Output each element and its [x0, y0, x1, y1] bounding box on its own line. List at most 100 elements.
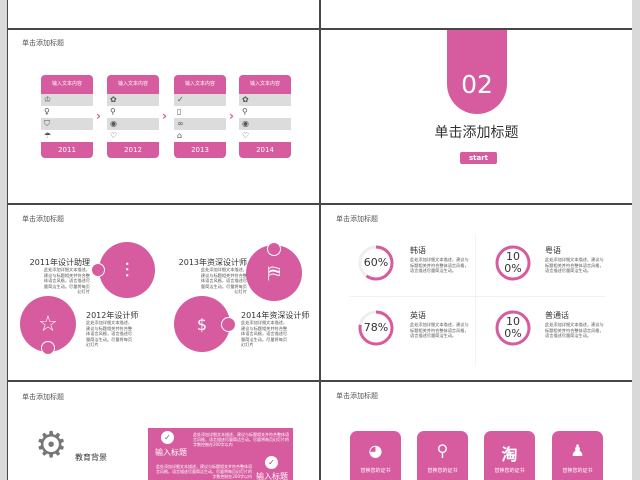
slide-title: 单击添加标题: [336, 215, 378, 223]
career-title: 2011年设计助理: [29, 258, 90, 267]
language-label: 英语: [410, 311, 426, 320]
slide-certificates[interactable]: 单击添加标题 ◕ 替换您的证书 ⚲ 替换您的证书 淘 替换您的证书 ♟ 替换您的…: [321, 382, 632, 480]
career-title: 2013年资深设计师: [178, 258, 247, 267]
slide-title: 单击添加标题: [336, 392, 378, 400]
card-row: ♔: [41, 94, 93, 106]
check-icon: ✓: [161, 431, 174, 444]
certificate-card[interactable]: 淘 替换您的证书: [484, 431, 535, 480]
education-item-title: 输入标题: [155, 448, 187, 457]
qq-icon: ♟: [570, 441, 585, 460]
umbrella-icon: ☂: [44, 131, 52, 140]
slide-career[interactable]: 单击添加标题 ⫶ 2011年设计助理 此处添加详细文本描述，建议与标题相关并符合…: [8, 205, 319, 380]
language-desc: 此处添加详细文本描述，建议与标题相关并符合整体语言风格，语言描述尽量简洁生动。: [410, 322, 469, 338]
card-row: ▯: [174, 106, 226, 118]
certificate-card[interactable]: ♟ 替换您的证书: [552, 431, 603, 480]
bulb-icon: ♀: [44, 107, 50, 116]
card-row: ∞: [174, 118, 226, 130]
card-year: 2012: [107, 142, 159, 158]
palette-icon: ✿: [242, 95, 249, 104]
heart-icon: ♡: [110, 131, 118, 140]
education-heading: 教育背景: [75, 453, 107, 462]
percent-text: 60%: [363, 256, 389, 269]
link-icon: ∞: [177, 119, 184, 128]
card-row: ♀: [41, 106, 93, 118]
target-icon: ◉: [110, 119, 117, 128]
palette-icon: ✿: [110, 95, 117, 104]
progress-ring: 78%: [357, 309, 395, 347]
certificate-label: 替换您的证书: [494, 468, 525, 474]
language-label: 普通话: [545, 311, 569, 320]
section-title: 单击添加标题: [434, 125, 519, 141]
section-number-tab: [447, 30, 507, 114]
language-desc: 此处添加详细文本描述，建议与标题相关并符合整体语言风格，语言描述尽量简洁生动。: [410, 257, 469, 273]
progress-ring: 100%: [494, 309, 532, 347]
timeline-card: 输入文本内容 ✿ ⚲ ◉ ♡ 2014: [239, 75, 291, 158]
slide-section[interactable]: 02 单击添加标题 start: [321, 30, 632, 203]
heart-icon: ♡: [242, 131, 250, 140]
map-icon: ⛿: [267, 262, 281, 284]
search-icon: ⚲: [436, 441, 449, 460]
card-header: 输入文本内容: [239, 75, 291, 94]
education-item-desc: 此处添加详细文本描述，建议与标题相关并符合整体语言风格，语言描述尽量简洁生动。尽…: [193, 432, 289, 447]
card-row: ✓: [174, 94, 226, 106]
slide-timeline[interactable]: 单击添加标题 输入文本内容 ♔ ♀ ⛉ ☂ 2011 › 输入文本内容 ✿ ⚲ ◉ ♡ 2012 › 输…: [8, 30, 319, 203]
percent-text: 78%: [363, 321, 389, 334]
certificate-card[interactable]: ◕ 替换您的证书: [350, 431, 401, 480]
card-year: 2014: [239, 142, 291, 158]
progress-arc: [358, 245, 394, 281]
progress-arc: [358, 310, 394, 346]
language-label: 粤语: [545, 246, 561, 255]
card-header: 输入文本内容: [107, 75, 159, 94]
progress-ring-graphic: [495, 245, 531, 281]
target-icon: ◉: [242, 119, 249, 128]
certificate-label: 替换您的证书: [427, 468, 458, 474]
timeline-dot: [41, 341, 55, 355]
progress-arc: [495, 245, 531, 281]
card-row: ◉: [107, 118, 159, 130]
percent-text: 100%: [504, 315, 522, 340]
slide-prev-right[interactable]: [321, 0, 632, 28]
career-desc: 此处添加详细文本描述，建议与标题相关并符合整体语言风格，语言描述尽量简洁生动。尽…: [43, 267, 90, 294]
progress-ring-graphic: [358, 310, 394, 346]
trophy-icon: ♔: [44, 95, 52, 104]
card-row: ⚲: [107, 106, 159, 118]
money-icon: $: [196, 314, 208, 334]
card-row: ♡: [239, 130, 291, 142]
certificate-label: 替换您的证书: [562, 468, 593, 474]
percent-text: 100%: [504, 250, 522, 275]
chevron-right-icon: ›: [96, 109, 101, 123]
search-icon: ⚲: [110, 107, 116, 116]
card-header: 输入文本内容: [174, 75, 226, 94]
separator: [7, 0, 8, 480]
check-icon: ✓: [177, 95, 184, 104]
shirt-icon: ⛉: [44, 119, 50, 128]
section-number: 02: [461, 70, 493, 99]
slide-languages[interactable]: 单击添加标题 60% 韩语 此处添加详细文本描述，建议与标题相关并符合整体语言风…: [321, 205, 632, 380]
slide-title: 单击添加标题: [22, 215, 64, 223]
timeline-card: 输入文本内容 ✿ ⚲ ◉ ♡ 2012: [107, 75, 159, 158]
progress-ring: 60%: [357, 244, 395, 282]
slide-prev-left[interactable]: [8, 0, 319, 28]
gear-icon: ⚙: [35, 425, 68, 466]
career-circle-2013: ⛿: [246, 245, 302, 301]
chevron-right-icon: ›: [162, 109, 167, 123]
card-row: ⚲: [239, 106, 291, 118]
certificate-card[interactable]: ⚲ 替换您的证书: [417, 431, 468, 480]
card-row: ⛉: [41, 118, 93, 130]
card-year: 2011: [41, 142, 93, 158]
tag-icon: ⌂: [177, 131, 183, 140]
sliders-icon: ⫶: [124, 258, 130, 282]
card-row: ⌂: [174, 130, 226, 142]
slide-title: 单击添加标题: [22, 39, 64, 47]
education-item-desc: 此处添加详细文本描述，建议与标题相关并符合整体语言风格，语言描述尽量简洁生动。尽…: [156, 464, 252, 479]
search-icon: ⚲: [242, 107, 248, 116]
timeline-dot: [267, 242, 281, 256]
progress-ring-graphic: [358, 245, 394, 281]
weibo-icon: ◕: [368, 441, 383, 460]
slide-education[interactable]: 单击添加标题 ⚙ 教育背景 ✓ 输入标题 此处添加详细文本描述，建议与标题相关并…: [8, 382, 319, 480]
chevron-right-icon: ›: [229, 109, 234, 123]
certificate-label: 替换您的证书: [360, 468, 391, 474]
phone-icon: ▯: [177, 107, 182, 116]
slide-title: 单击添加标题: [22, 393, 64, 401]
start-button[interactable]: start: [460, 152, 497, 164]
